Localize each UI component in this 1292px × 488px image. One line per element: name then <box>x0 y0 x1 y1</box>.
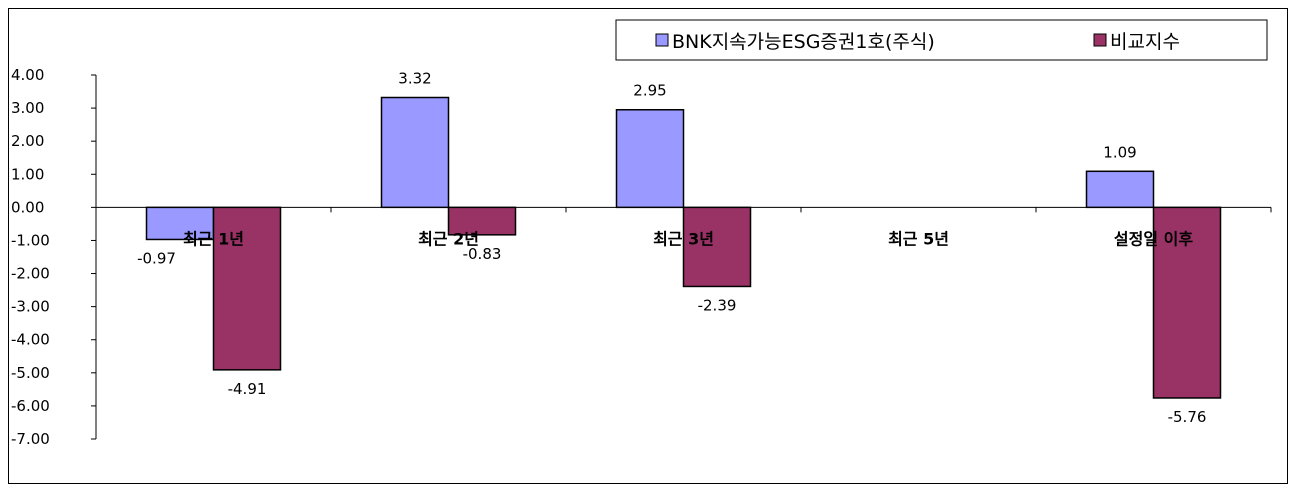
chart-frame: 4.00 3.00 2.00 1.00 0.00 -1.00 -2.00 -3.00 -4.00… <box>8 8 1288 484</box>
data-label: -0.83 <box>463 245 502 263</box>
y-tick-label: -5.00 <box>11 364 50 382</box>
y-tick-label: -4.00 <box>11 331 50 349</box>
y-tick-label: 0.00 <box>11 198 44 216</box>
legend-swatch <box>655 33 669 47</box>
legend-label: BNK지속가능ESG증권1호(주식) <box>672 31 935 53</box>
y-tick-label: -3.00 <box>11 298 50 316</box>
bar <box>1152 206 1222 399</box>
y-tick-label: 1.00 <box>11 165 44 183</box>
data-label: 1.09 <box>1103 143 1136 161</box>
data-label: -2.39 <box>698 296 737 314</box>
bar <box>145 206 215 241</box>
bar-chart: 4.00 3.00 2.00 1.00 0.00 -1.00 -2.00 -3.00 -4.00… <box>11 19 1272 448</box>
y-tick-label: -7.00 <box>11 430 50 448</box>
data-label: 2.95 <box>633 82 666 100</box>
data-label: -0.97 <box>137 249 176 267</box>
bar <box>212 206 282 371</box>
x-category-label: 최근 2년 <box>418 229 479 248</box>
data-label: -5.76 <box>1168 408 1207 426</box>
data-label: 3.32 <box>398 70 431 88</box>
legend-box <box>615 19 1268 61</box>
legend-label: 비교지수 <box>1110 31 1180 53</box>
y-tick-label: 2.00 <box>11 132 44 150</box>
y-tick-label: 3.00 <box>11 99 44 117</box>
y-tick-label: -2.00 <box>11 265 50 283</box>
bar <box>1085 170 1155 209</box>
y-tick-label: -6.00 <box>11 397 50 415</box>
data-label: -4.91 <box>228 380 267 398</box>
legend-swatch <box>1093 33 1107 47</box>
x-category-label: 최근 3년 <box>653 229 714 248</box>
x-category-label: 최근 5년 <box>888 229 949 248</box>
bar <box>380 96 450 209</box>
x-category-label: 설정일 이후 <box>1114 229 1193 248</box>
bar <box>447 206 517 236</box>
bar <box>682 206 752 288</box>
y-tick-label: 4.00 <box>11 66 44 84</box>
bar <box>615 108 685 209</box>
x-category-label: 최근 1년 <box>183 229 244 248</box>
y-tick-label: -1.00 <box>11 231 50 249</box>
